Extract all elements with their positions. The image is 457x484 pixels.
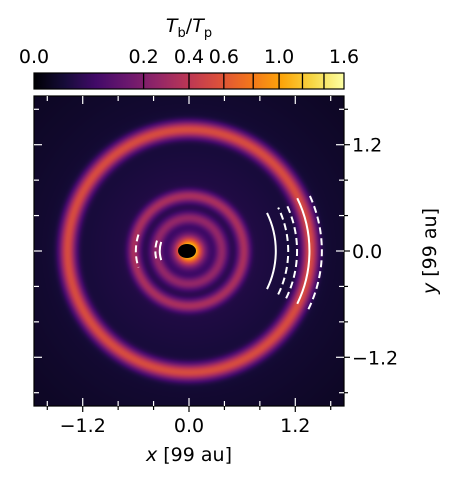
x-tick-label: −1.2: [60, 415, 106, 437]
colorbar-tick-labels: 0.0 0.2 0.4 0.6 1.0 1.6: [19, 46, 359, 68]
colorbar-label: Tb/Tp: [166, 15, 212, 41]
x-tick-label: 0.0: [174, 415, 204, 437]
y-tick-label: −1.2: [352, 347, 398, 369]
central-mask: [178, 244, 196, 258]
x-tick-label: 1.2: [280, 415, 310, 437]
y-tick-labels: 1.2 0.0 −1.2: [352, 135, 398, 370]
colorbar: Tb/Tp 0.0 0.2 0.4 0.6 1.0 1.6: [19, 15, 359, 89]
colorbar-tick-label: 0.2: [128, 46, 158, 68]
colorbar-tick-label: 0.0: [19, 46, 49, 68]
colorbar-tick-label: 0.4: [174, 46, 204, 68]
colorbar-tick-label: 0.6: [209, 46, 239, 68]
x-tick-labels: −1.2 0.0 1.2: [60, 415, 311, 437]
y-tick-label: 1.2: [352, 135, 382, 157]
colorbar-tick-label: 1.0: [264, 46, 294, 68]
y-axis-label: y [99 au]: [419, 208, 441, 295]
x-axis-label: x [99 au]: [145, 444, 232, 466]
y-tick-label: 0.0: [352, 241, 382, 263]
image-panel: −1.2 0.0 1.2 1.2 0.0 −1.2: [34, 96, 398, 437]
colorbar-tick-label: 1.6: [329, 46, 359, 68]
